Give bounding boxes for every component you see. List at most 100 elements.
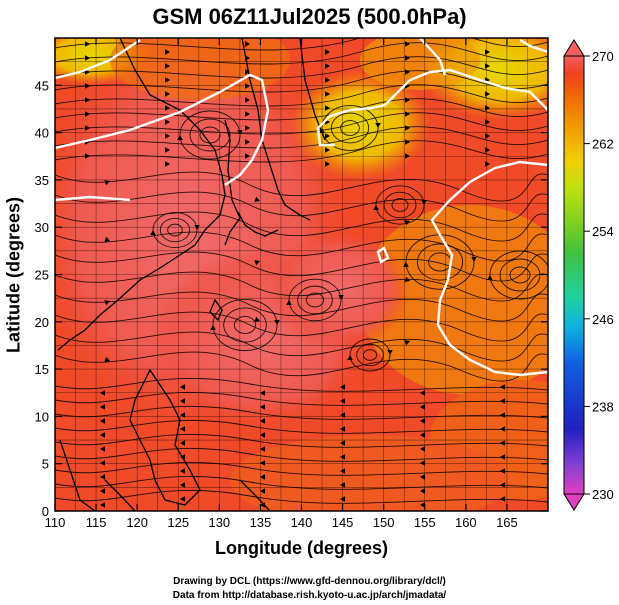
streamline-arrow	[260, 446, 265, 452]
colorbar-tick-label: 238	[592, 399, 614, 414]
streamline-arrow	[471, 257, 477, 262]
streamline-eddy	[167, 223, 183, 237]
streamline-arrow	[420, 488, 425, 494]
streamline-arrow	[420, 432, 425, 438]
contour-lines	[55, 38, 548, 377]
y-tick-label: 20	[35, 315, 49, 330]
streamline-eddy	[159, 217, 191, 243]
y-tick-label: 25	[35, 268, 49, 283]
x-tick-label: 140	[291, 515, 313, 530]
streamline-arrow	[165, 49, 170, 55]
streamline-arrow	[100, 460, 105, 466]
colorbar-tick-label: 262	[592, 137, 614, 152]
y-tick-label: 45	[35, 78, 49, 93]
streamline-eddy	[509, 266, 531, 284]
streamline-arrow	[405, 125, 410, 131]
streamline-eddy	[416, 243, 464, 281]
streamline-arrow	[85, 41, 90, 47]
streamline	[55, 419, 548, 434]
streamline	[55, 231, 548, 262]
streamline-arrow	[245, 125, 250, 131]
streamline-arrow	[274, 320, 280, 325]
credit-drawing: Drawing by DCL (https://www.gfd-dennou.o…	[173, 576, 446, 587]
streamline-arrow	[100, 474, 105, 480]
streamline-arrow	[340, 496, 345, 502]
y-tick-label: 30	[35, 220, 49, 235]
streamline	[55, 271, 548, 302]
streamline-arrow	[405, 153, 410, 159]
streamline-arrow	[485, 91, 490, 97]
streamline-arrow	[245, 69, 250, 75]
streamline-arrow	[485, 49, 490, 55]
streamline	[55, 461, 548, 476]
streamline-arrow	[487, 275, 493, 280]
streamline-arrow	[485, 161, 490, 167]
streamline-arrow	[165, 105, 170, 111]
streamline-arrow	[85, 111, 90, 117]
x-tick-label: 155	[414, 515, 436, 530]
streamline-arrow	[403, 262, 409, 267]
streamline-arrow	[260, 488, 265, 494]
streamline-arrow	[260, 502, 265, 508]
streamline-arrow	[180, 454, 185, 460]
streamline-arrow	[104, 356, 110, 362]
colorbar-ticks: 270 262 254 246 238 230	[584, 49, 614, 502]
streamline-arrow	[500, 496, 505, 502]
streamline-arrow	[100, 446, 105, 452]
x-tick-label: 110	[45, 515, 66, 530]
streamline-eddy	[499, 258, 541, 292]
streamline-arrow	[340, 468, 345, 474]
streamline-arrow	[325, 161, 330, 167]
streamlines	[55, 38, 548, 508]
streamline-eddy	[223, 307, 267, 343]
streamline-eddy	[189, 118, 231, 152]
streamline	[55, 126, 548, 149]
x-tick-label: 125	[167, 515, 189, 530]
streamline-arrow	[485, 63, 490, 69]
streamline-arrow	[325, 63, 330, 69]
streamline-arrow	[325, 147, 330, 153]
streamline-arrow	[500, 468, 505, 474]
streamline-arrow	[286, 300, 292, 305]
streamline-arrow	[420, 404, 425, 410]
streamline-arrow	[180, 426, 185, 432]
streamline	[55, 489, 548, 504]
streamline-arrow	[180, 398, 185, 404]
streamline-arrow	[165, 133, 170, 139]
x-tick-label: 145	[332, 515, 354, 530]
streamline-arrow	[485, 133, 490, 139]
streamline-arrow	[165, 77, 170, 83]
streamline-eddy	[356, 343, 384, 367]
y-tick-label: 40	[35, 126, 49, 141]
streamline-arrow	[405, 111, 410, 117]
streamline-arrow	[404, 276, 410, 282]
colorbar-scale	[563, 55, 585, 495]
y-tick-label: 10	[35, 409, 49, 424]
streamline-arrow	[245, 97, 250, 103]
streamline-arrow	[325, 91, 330, 97]
streamline-arrow	[325, 133, 330, 139]
streamline-arrow	[180, 482, 185, 488]
streamline-eddy	[305, 292, 325, 308]
streamline-eddy	[199, 126, 221, 144]
streamline-arrow	[340, 412, 345, 418]
streamline-arrow	[500, 482, 505, 488]
streamline-arrow	[340, 440, 345, 446]
streamline-arrow	[260, 474, 265, 480]
streamline-arrow	[180, 412, 185, 418]
x-tick-label: 115	[86, 515, 107, 530]
streamline-arrow	[180, 496, 185, 502]
streamline-arrow	[100, 502, 105, 508]
streamline-arrow	[85, 55, 90, 61]
streamline-arrow	[420, 502, 425, 508]
streamline-arrow	[500, 440, 505, 446]
streamline-arrow	[245, 41, 250, 47]
streamline-arrow	[347, 355, 353, 360]
colorbar-tick-label: 246	[592, 312, 614, 327]
streamline	[55, 171, 548, 202]
streamline-arrow	[260, 390, 265, 396]
streamline	[55, 42, 548, 65]
streamline	[55, 291, 548, 322]
streamline	[55, 140, 548, 163]
streamline-arrow	[500, 454, 505, 460]
